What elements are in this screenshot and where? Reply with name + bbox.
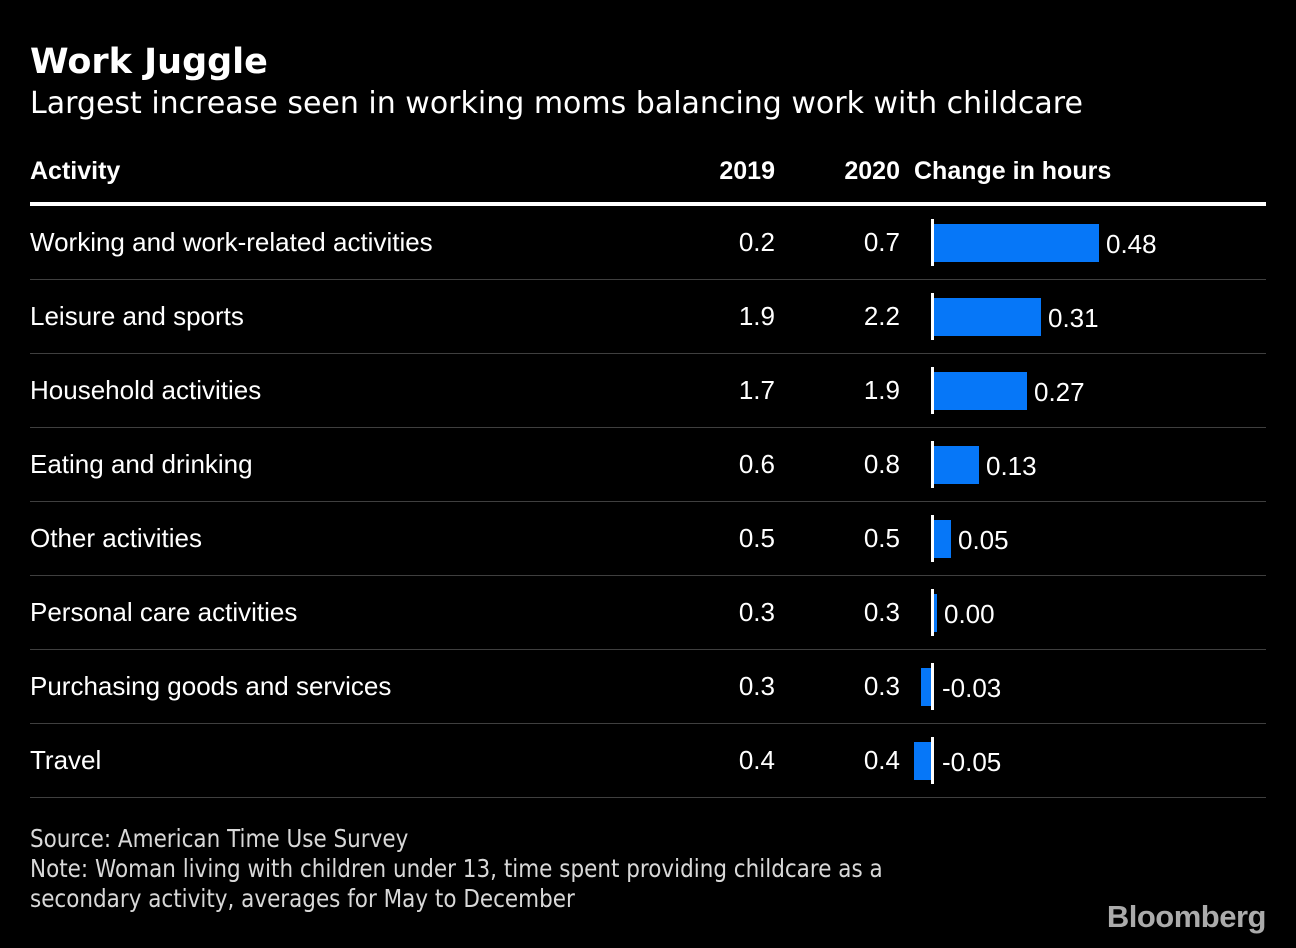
change-cell: 0.27 xyxy=(900,354,1266,427)
zero-axis-line xyxy=(931,440,934,488)
value-2019: 0.4 xyxy=(738,744,775,775)
value-2020: 0.7 xyxy=(863,226,900,257)
value-2020: 0.5 xyxy=(863,522,900,553)
activity-label: Eating and drinking xyxy=(30,448,253,479)
change-cell: 0.00 xyxy=(900,576,1266,649)
value-2020: 0.8 xyxy=(863,448,900,479)
change-value-label: 0.31 xyxy=(1048,302,1099,333)
change-bar xyxy=(934,445,979,484)
change-value-label: -0.03 xyxy=(942,672,1002,703)
zero-axis-line xyxy=(931,292,934,340)
change-cell: 0.13 xyxy=(900,428,1266,501)
column-header-2019: 2019 xyxy=(719,156,775,185)
value-2019: 0.5 xyxy=(738,522,775,553)
value-2020: 0.3 xyxy=(863,596,900,627)
table-row: Travel 0.4 0.4 -0.05 xyxy=(30,724,1266,798)
change-value-label: 0.00 xyxy=(944,598,995,629)
value-2020: 0.3 xyxy=(863,670,900,701)
change-cell: 0.31 xyxy=(900,280,1266,353)
footer: Source: American Time Use Survey Note: W… xyxy=(30,824,1093,914)
chart-title: Work Juggle xyxy=(30,42,268,82)
value-2020: 1.9 xyxy=(863,374,900,405)
change-cell: -0.05 xyxy=(900,724,1266,797)
zero-axis-line xyxy=(931,218,934,266)
table-row: Purchasing goods and services 0.3 0.3 -0… xyxy=(30,650,1266,724)
column-header-2020: 2020 xyxy=(844,156,900,185)
value-2020: 2.2 xyxy=(863,300,900,331)
value-2019: 0.2 xyxy=(738,226,775,257)
value-2019: 1.9 xyxy=(738,300,775,331)
source-line: Source: American Time Use Survey xyxy=(30,823,409,853)
table-row: Household activities 1.7 1.9 0.27 xyxy=(30,354,1266,428)
table-row: Other activities 0.5 0.5 0.05 xyxy=(30,502,1266,576)
change-bar xyxy=(914,741,931,780)
note-line-1: Note: Woman living with children under 1… xyxy=(30,853,883,883)
activity-label: Purchasing goods and services xyxy=(30,670,392,701)
value-2019: 0.6 xyxy=(738,448,775,479)
change-bar xyxy=(934,519,951,558)
change-value-label: 0.05 xyxy=(958,524,1009,555)
change-cell: -0.03 xyxy=(900,650,1266,723)
change-bar xyxy=(934,371,1027,410)
activity-label: Other activities xyxy=(30,522,202,553)
activity-label: Leisure and sports xyxy=(30,300,244,331)
change-bar xyxy=(934,593,937,632)
change-cell: 0.48 xyxy=(900,206,1266,279)
value-2020: 0.4 xyxy=(863,744,900,775)
zero-axis-line xyxy=(931,366,934,414)
change-value-label: 0.27 xyxy=(1034,376,1085,407)
change-value-label: -0.05 xyxy=(942,746,1002,777)
chart-subtitle: Largest increase seen in working moms ba… xyxy=(30,85,1083,121)
zero-axis-line xyxy=(931,588,934,636)
column-header-activity: Activity xyxy=(30,156,121,185)
change-value-label: 0.48 xyxy=(1106,228,1157,259)
zero-axis-line xyxy=(931,736,934,784)
change-value-label: 0.13 xyxy=(986,450,1037,481)
table-row: Personal care activities 0.3 0.3 0.00 xyxy=(30,576,1266,650)
value-2019: 1.7 xyxy=(738,374,775,405)
change-bar xyxy=(934,223,1099,262)
bloomberg-logo: Bloomberg xyxy=(1106,899,1267,934)
activity-label: Personal care activities xyxy=(30,596,298,627)
change-bar xyxy=(934,297,1041,336)
change-bar xyxy=(921,667,931,706)
value-2019: 0.3 xyxy=(738,670,775,701)
table-body: Working and work-related activities 0.2 … xyxy=(30,206,1266,798)
activity-label: Working and work-related activities xyxy=(30,226,433,257)
table-row: Working and work-related activities 0.2 … xyxy=(30,206,1266,280)
zero-axis-line xyxy=(931,514,934,562)
table-row: Leisure and sports 1.9 2.2 0.31 xyxy=(30,280,1266,354)
change-cell: 0.05 xyxy=(900,502,1266,575)
activity-label: Travel xyxy=(30,744,102,775)
table-header: Activity 2019 2020 Change in hours xyxy=(30,120,1266,206)
note-line-2: secondary activity, averages for May to … xyxy=(30,883,575,913)
table-row: Eating and drinking 0.6 0.8 0.13 xyxy=(30,428,1266,502)
value-2019: 0.3 xyxy=(738,596,775,627)
activity-label: Household activities xyxy=(30,374,262,405)
column-header-change: Change in hours xyxy=(914,156,1112,185)
zero-axis-line xyxy=(931,662,934,710)
